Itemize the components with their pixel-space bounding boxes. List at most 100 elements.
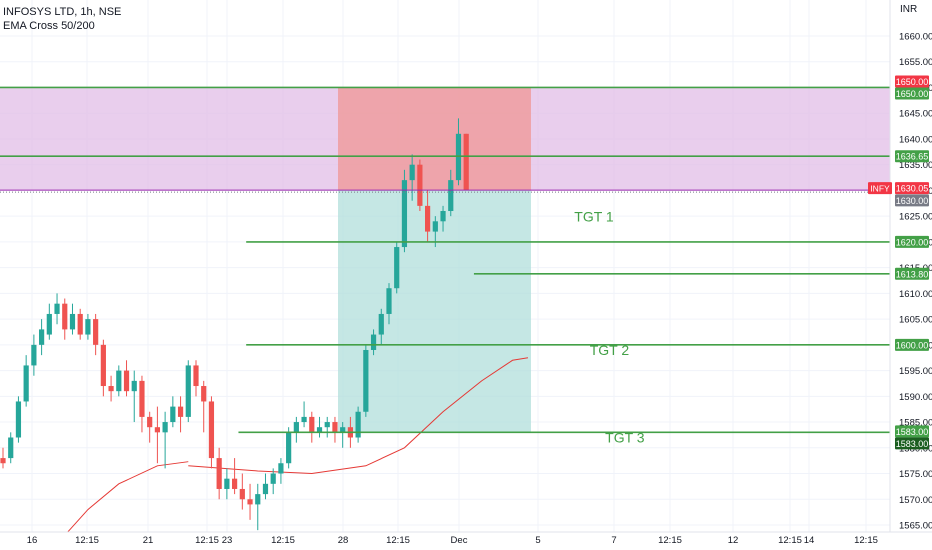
price-tag-1630.05: 1630.05 INFY — [868, 182, 929, 195]
candle[interactable] — [224, 468, 230, 500]
candle[interactable] — [0, 447, 6, 469]
candle[interactable] — [247, 483, 253, 520]
candle[interactable] — [216, 447, 222, 500]
candle[interactable] — [116, 365, 122, 397]
symbol-tag-bg — [868, 182, 892, 195]
candle[interactable] — [425, 190, 431, 242]
price-tag-text: 1613.80 — [896, 269, 929, 279]
candle-body — [386, 288, 392, 314]
candle[interactable] — [394, 241, 400, 294]
candle[interactable] — [93, 313, 99, 356]
candle[interactable] — [440, 205, 446, 232]
candle[interactable] — [301, 401, 307, 428]
candle[interactable] — [108, 375, 114, 402]
candle[interactable] — [370, 329, 377, 356]
candle[interactable] — [31, 334, 37, 376]
candle[interactable] — [386, 283, 392, 325]
price-tick-label: 1605.00 — [899, 315, 932, 326]
candle-body — [108, 386, 114, 392]
candle[interactable] — [201, 380, 207, 433]
candle[interactable] — [463, 133, 469, 191]
candle[interactable] — [309, 411, 315, 443]
candle[interactable] — [177, 396, 184, 433]
candle-body — [286, 432, 292, 464]
candle[interactable] — [15, 396, 22, 443]
candle-body — [162, 422, 168, 433]
candle[interactable] — [139, 375, 145, 433]
candle-body — [324, 422, 330, 428]
candle-body — [417, 164, 423, 206]
candle-body — [177, 406, 184, 417]
candle-body — [131, 380, 137, 392]
time-axis-bg — [0, 532, 932, 550]
candle-body — [316, 427, 323, 433]
candle-body — [54, 303, 60, 314]
candle[interactable] — [154, 406, 160, 464]
ema-50-line — [188, 357, 529, 475]
candle[interactable] — [363, 344, 369, 417]
candle[interactable] — [100, 339, 106, 397]
candle[interactable] — [293, 416, 299, 443]
time-axis[interactable]: 16 12:15 21 12:15 23 12:15 28 12:15 Dec 5 7 12:15 12… — [0, 531, 932, 550]
time-tick-label: 28 — [338, 535, 349, 546]
candle[interactable] — [208, 396, 215, 469]
price-tag-text: 1636.65 — [896, 152, 929, 162]
candle[interactable] — [262, 473, 269, 500]
candle[interactable] — [239, 473, 245, 510]
indicator-title: EMA Cross 50/200 — [3, 20, 95, 32]
price-tick-label: 1595.00 — [899, 366, 932, 377]
candle-body — [247, 499, 253, 505]
candle-body — [8, 437, 14, 459]
candle-body — [15, 401, 22, 438]
trade-zones — [0, 87, 890, 433]
candle[interactable] — [85, 313, 91, 340]
level-lines[interactable] — [0, 86, 890, 434]
candle[interactable] — [185, 360, 191, 423]
candle-body — [301, 416, 307, 423]
candle[interactable] — [162, 411, 168, 469]
candle[interactable] — [324, 416, 330, 438]
candle-body — [46, 313, 52, 335]
candle[interactable] — [270, 468, 276, 495]
candle[interactable] — [316, 416, 323, 438]
candle[interactable] — [123, 360, 130, 397]
candle-body — [340, 427, 346, 433]
candle-body — [154, 427, 160, 433]
candle[interactable] — [409, 154, 415, 201]
candle[interactable] — [286, 427, 292, 469]
candle[interactable] — [193, 360, 199, 397]
candle[interactable] — [278, 458, 284, 484]
price-tick-label: 1590.00 — [899, 392, 932, 403]
price-tag-bg — [895, 75, 929, 88]
candle[interactable] — [448, 169, 454, 217]
candle[interactable] — [77, 308, 83, 340]
candle[interactable] — [39, 319, 45, 356]
price-tag-1630.00: 1630.00 — [895, 194, 929, 207]
candle[interactable] — [332, 416, 338, 443]
candle-body — [224, 478, 230, 489]
candle[interactable] — [378, 308, 384, 345]
candle[interactable] — [46, 303, 52, 340]
candle[interactable] — [131, 370, 137, 423]
candle[interactable] — [69, 303, 76, 335]
candle[interactable] — [170, 396, 176, 428]
candle[interactable] — [355, 406, 361, 443]
stop-loss-box — [338, 87, 531, 191]
candle[interactable] — [62, 298, 68, 340]
candle[interactable] — [255, 483, 261, 531]
price-tag-1650.00: 1650.00 — [895, 87, 929, 100]
candle[interactable] — [54, 293, 60, 325]
candle[interactable] — [8, 432, 14, 464]
time-tick-label: 23 — [222, 535, 233, 546]
currency-label: INR — [900, 4, 918, 15]
candle[interactable] — [147, 411, 153, 443]
candle[interactable] — [401, 169, 408, 253]
candle[interactable] — [23, 355, 29, 407]
candle[interactable] — [340, 422, 346, 448]
price-tag-bg — [895, 338, 929, 351]
price-tag-1650.00: 1650.00 — [895, 75, 929, 88]
candle[interactable] — [417, 159, 423, 212]
time-tick-label: 12:15 — [75, 535, 99, 546]
candle[interactable] — [232, 458, 238, 495]
